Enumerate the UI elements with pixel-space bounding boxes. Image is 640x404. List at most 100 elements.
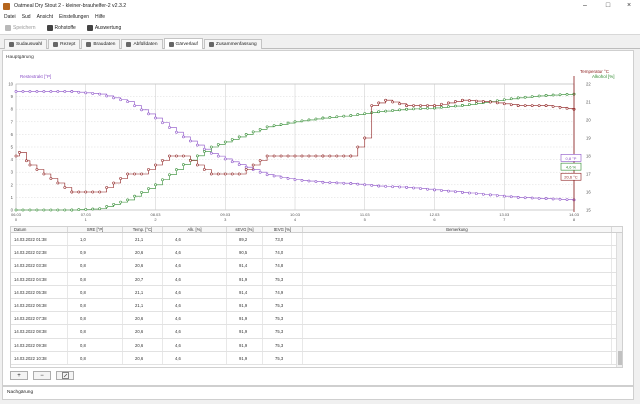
tab-zusammenfassung[interactable]: Zusammenfassung (203, 39, 262, 49)
menu-sud[interactable]: Sud (21, 14, 31, 20)
cell-temp[interactable]: 20,6 (123, 312, 163, 325)
cell-temp[interactable]: 20,6 (123, 259, 163, 272)
cell-bemerkung[interactable] (303, 233, 612, 246)
cell-datum[interactable]: 14.03.2022 10:38 (11, 351, 68, 364)
cell-sre[interactable]: 1,0 (68, 233, 123, 246)
auswertung-button[interactable]: Auswertung (86, 25, 121, 31)
cell-tevg[interactable]: 75,3 (263, 338, 303, 351)
tab-sudauswahl[interactable]: Sudauswahl (4, 39, 48, 49)
cell-bemerkung[interactable] (303, 285, 612, 298)
tab-rezept[interactable]: Rezept (48, 39, 81, 49)
cell-datum[interactable]: 14.03.2022 08:38 (11, 325, 68, 338)
table-row[interactable]: 14.03.2022 07:38 0,8 20,6 4,6 91,9 75,3 (11, 312, 622, 326)
cell-sevg[interactable]: 91,9 (227, 272, 263, 285)
cell-datum[interactable]: 14.03.2022 07:38 (11, 312, 68, 325)
cell-alk[interactable]: 4,6 (163, 325, 227, 338)
cell-alk[interactable]: 4,6 (163, 272, 227, 285)
table-row[interactable]: 14.03.2022 01:38 1,0 21,1 4,6 89,2 73,0 (11, 233, 622, 247)
cell-alk[interactable]: 4,6 (163, 246, 227, 259)
cell-tevg[interactable]: 74,0 (263, 246, 303, 259)
cell-sevg[interactable]: 91,9 (227, 298, 263, 312)
cell-temp[interactable]: 20,7 (123, 272, 163, 285)
cell-datum[interactable]: 14.03.2022 04:38 (11, 272, 68, 285)
menu-hilfe[interactable]: Hilfe (95, 14, 106, 20)
cell-datum[interactable]: 14.03.2022 09:38 (11, 338, 68, 351)
tab-gaerverlauf[interactable]: Gärverlauf (163, 38, 203, 49)
col-datum[interactable]: Datum (11, 227, 68, 232)
cell-temp[interactable]: 20,6 (123, 246, 163, 259)
cell-alk[interactable]: 4,6 (163, 312, 227, 325)
cell-sre[interactable]: 0,8 (68, 351, 123, 364)
cell-bemerkung[interactable] (303, 272, 612, 285)
cell-sre[interactable]: 0,8 (68, 338, 123, 351)
cell-tevg[interactable]: 75,3 (263, 325, 303, 338)
cell-alk[interactable]: 4,6 (163, 298, 227, 312)
cell-datum[interactable]: 14.03.2022 01:38 (11, 233, 68, 246)
cell-sre[interactable]: 0,9 (68, 246, 123, 259)
cell-bemerkung[interactable] (303, 338, 612, 351)
table-row[interactable]: 14.03.2022 04:38 0,8 20,7 4,6 91,9 75,3 (11, 272, 622, 286)
cell-sevg[interactable]: 91,9 (227, 312, 263, 325)
cell-tevg[interactable]: 75,3 (263, 351, 303, 364)
table-row[interactable]: 14.03.2022 03:38 0,8 20,6 4,6 91,4 74,8 (11, 259, 622, 273)
col-sevg[interactable]: sEVG [%] (227, 227, 263, 232)
cell-bemerkung[interactable] (303, 298, 612, 312)
scrollbar-thumb[interactable] (618, 351, 622, 365)
table-row[interactable]: 14.03.2022 09:38 0,8 20,6 4,6 91,9 75,3 (11, 338, 622, 352)
cell-sre[interactable]: 0,8 (68, 298, 123, 312)
cell-sevg[interactable]: 89,2 (227, 233, 263, 246)
table-row[interactable]: 14.03.2022 02:38 0,9 20,6 4,6 90,5 74,0 (11, 246, 622, 260)
menu-einstellungen[interactable]: Einstellungen (59, 14, 90, 20)
col-alk[interactable]: Alk. [%] (163, 227, 227, 232)
cell-sevg[interactable]: 91,4 (227, 285, 263, 298)
maximize-icon[interactable]: □ (605, 2, 611, 9)
save-button[interactable]: Speichern (5, 25, 36, 31)
col-sre[interactable]: SRE [°P] (68, 227, 123, 232)
cell-alk[interactable]: 4,6 (163, 285, 227, 298)
close-icon[interactable]: × (626, 2, 632, 9)
cell-tevg[interactable]: 75,3 (263, 298, 303, 312)
cell-tevg[interactable]: 74,9 (263, 285, 303, 298)
cell-alk[interactable]: 4,6 (163, 338, 227, 351)
cell-bemerkung[interactable] (303, 259, 612, 272)
cell-sre[interactable]: 0,8 (68, 312, 123, 325)
tab-abfuelldaten[interactable]: Abfülldaten (121, 39, 163, 49)
menu-datei[interactable]: Datei (4, 14, 16, 20)
col-tevg[interactable]: tEVG [%] (263, 227, 303, 232)
cell-sre[interactable]: 0,8 (68, 259, 123, 272)
cell-bemerkung[interactable] (303, 351, 612, 364)
cell-alk[interactable]: 4,6 (163, 351, 227, 364)
cell-tevg[interactable]: 73,0 (263, 233, 303, 246)
cell-tevg[interactable]: 75,3 (263, 272, 303, 285)
cell-temp[interactable]: 20,6 (123, 338, 163, 351)
cell-sre[interactable]: 0,8 (68, 285, 123, 298)
rohstoffe-button[interactable]: Rohstoffe (46, 25, 76, 31)
menu-ansicht[interactable]: Ansicht (36, 14, 53, 20)
cell-datum[interactable]: 14.03.2022 06:38 (11, 298, 68, 312)
cell-sevg[interactable]: 91,9 (227, 351, 263, 364)
col-bemerkung[interactable]: Bemerkung (303, 227, 612, 232)
table-row[interactable]: 14.03.2022 08:38 0,8 20,6 4,6 91,9 75,3 (11, 325, 622, 339)
cell-datum[interactable]: 14.03.2022 05:38 (11, 285, 68, 298)
table-row[interactable]: 14.03.2022 05:38 0,8 21,1 4,6 91,4 74,9 (11, 285, 622, 299)
minimize-icon[interactable]: – (583, 2, 587, 9)
cell-datum[interactable]: 14.03.2022 02:38 (11, 246, 68, 259)
cell-temp[interactable]: 20,6 (123, 325, 163, 338)
tab-braudaten[interactable]: Braudaten (81, 39, 121, 49)
col-temp[interactable]: Temp. [°C] (123, 227, 163, 232)
table-row[interactable]: 14.03.2022 10:38 0,8 20,6 4,6 91,9 75,3 (11, 351, 622, 365)
cell-bemerkung[interactable] (303, 312, 612, 325)
cell-sevg[interactable]: 91,9 (227, 338, 263, 351)
cell-sre[interactable]: 0,8 (68, 325, 123, 338)
cell-tevg[interactable]: 74,8 (263, 259, 303, 272)
cell-sre[interactable]: 0,8 (68, 272, 123, 285)
edit-row-button[interactable] (56, 371, 74, 380)
cell-temp[interactable]: 21,1 (123, 285, 163, 298)
cell-tevg[interactable]: 75,3 (263, 312, 303, 325)
table-row[interactable]: 14.03.2022 06:38 0,8 21,1 4,6 91,9 75,3 (11, 298, 622, 313)
cell-bemerkung[interactable] (303, 325, 612, 338)
table-scrollbar[interactable] (616, 233, 622, 367)
cell-temp[interactable]: 21,1 (123, 233, 163, 246)
add-row-button[interactable]: + (10, 371, 28, 380)
cell-alk[interactable]: 4,6 (163, 233, 227, 246)
